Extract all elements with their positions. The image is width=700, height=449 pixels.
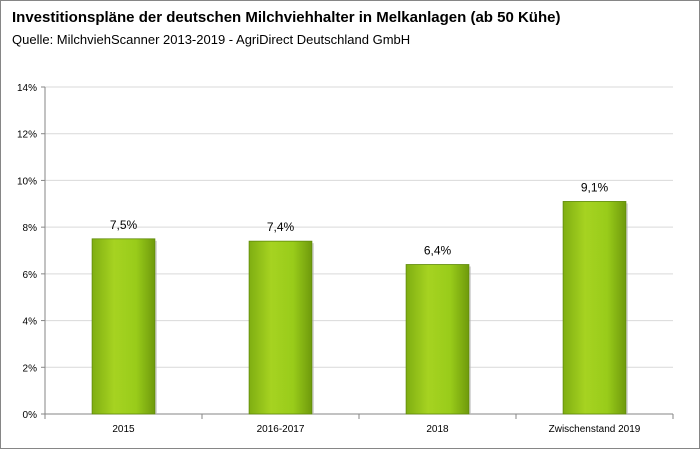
x-category-label: Zwischenstand 2019 [549,424,641,435]
chart-subtitle: Quelle: MilchviehScanner 2013-2019 - Agr… [12,32,411,47]
bar [248,240,313,415]
y-tick-label: 6% [23,270,38,281]
y-tick-label: 14% [17,83,37,94]
x-category-label: 2018 [426,424,449,435]
x-category-label: 2016-2017 [257,424,305,435]
y-tick-label: 10% [17,176,37,187]
bar-value-label: 7,4% [267,220,295,234]
bar [562,201,627,415]
bar [405,264,470,415]
y-tick-label: 2% [23,363,38,374]
x-category-label: 2015 [112,424,135,435]
y-tick-label: 8% [23,223,38,234]
y-tick-label: 12% [17,130,37,141]
bar [91,238,156,415]
bar-value-label: 9,1% [581,180,609,194]
chart-title: Investitionspläne der deutschen Milchvie… [12,9,561,26]
bar-value-label: 6,4% [424,244,452,258]
y-tick-label: 0% [23,410,38,421]
bar-value-label: 7,5% [110,218,138,232]
y-tick-label: 4% [23,317,38,328]
